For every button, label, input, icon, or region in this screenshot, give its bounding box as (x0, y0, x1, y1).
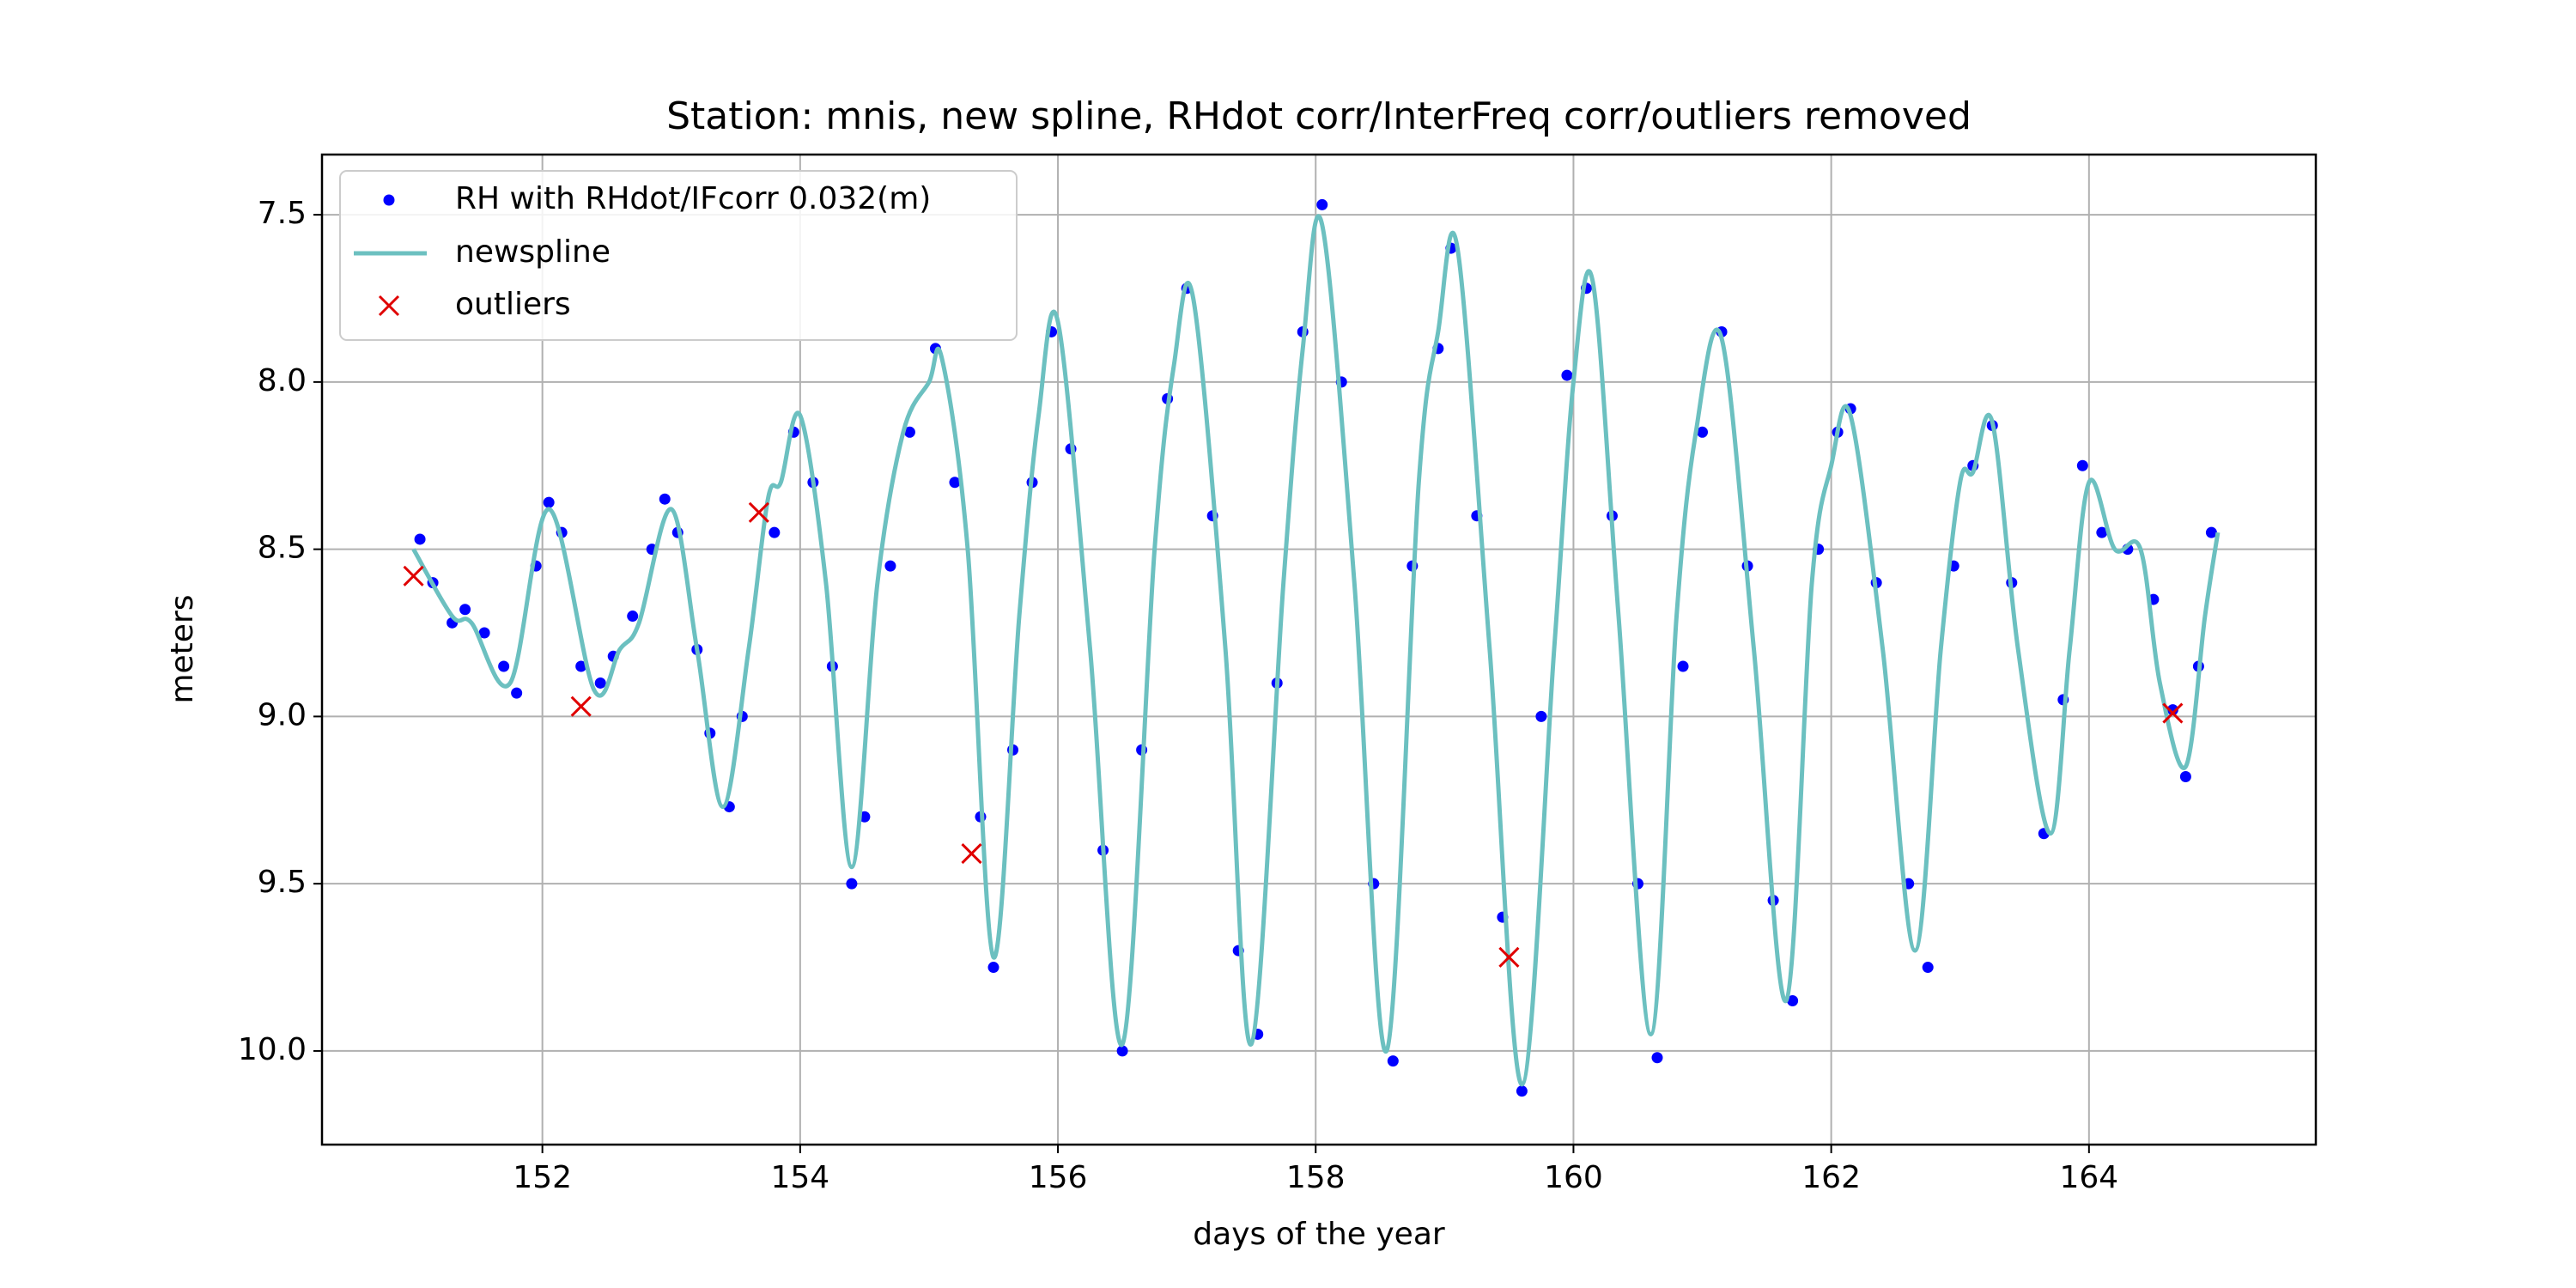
outlier-marker (570, 696, 592, 717)
axes-frame (320, 153, 2318, 1146)
legend-marker (378, 295, 400, 317)
x-tick-label: 154 (771, 1160, 830, 1195)
legend-label: outliers (455, 287, 571, 322)
data-point (478, 627, 490, 639)
data-point (498, 660, 510, 672)
data-point (1651, 1052, 1663, 1064)
legend-label: RH with RHdot/IFcorr 0.032(m) (455, 181, 931, 216)
x-tick-label: 160 (1544, 1160, 1603, 1195)
data-point (459, 604, 471, 616)
outlier-marker (748, 501, 769, 523)
data-point (884, 560, 896, 572)
data-point (1116, 1045, 1128, 1057)
data-point (949, 477, 961, 489)
data-point (2096, 526, 2108, 538)
data-point (1787, 995, 1799, 1007)
data-point (1316, 198, 1328, 210)
outlier-marker (1498, 946, 1520, 968)
data-point (1922, 962, 1934, 974)
data-point (2076, 459, 2088, 471)
y-tick-label: 9.5 (258, 865, 307, 900)
data-point (2205, 526, 2217, 538)
data-point (846, 878, 858, 890)
data-point (1387, 1055, 1399, 1067)
data-point (575, 660, 587, 672)
outlier-marker (2162, 702, 2184, 724)
outlier-marker (961, 843, 982, 865)
legend-label: newspline (455, 234, 611, 270)
x-tick-label: 156 (1029, 1160, 1088, 1195)
x-tick-label: 162 (1801, 1160, 1861, 1195)
data-point (1535, 710, 1547, 722)
y-tick-label: 7.5 (258, 196, 307, 231)
y-tick-label: 8.0 (258, 363, 307, 398)
x-axis-label: days of the year (1193, 1217, 1445, 1252)
data-point (1677, 660, 1689, 672)
data-point (414, 533, 426, 545)
outlier-marker (403, 565, 424, 586)
data-point (627, 611, 639, 623)
y-tick-label: 10.0 (238, 1032, 307, 1067)
y-tick-label: 8.5 (258, 531, 307, 566)
data-point (987, 962, 999, 974)
plot-area (403, 198, 2221, 1097)
chart-title: Station: mnis, new spline, RHdot corr/In… (666, 94, 1971, 138)
y-tick-label: 9.0 (258, 697, 307, 732)
legend-box (339, 170, 1018, 341)
data-point (2166, 704, 2178, 716)
y-axis-label: meters (165, 594, 200, 703)
data-point (2179, 771, 2191, 783)
data-point (1697, 426, 1709, 438)
data-point (659, 493, 671, 505)
legend: RH with RHdot/IFcorr 0.032(m) newspline ou… (339, 170, 1018, 341)
data-point (543, 496, 555, 508)
x-tick-label: 158 (1286, 1160, 1346, 1195)
data-point (511, 687, 523, 699)
x-tick-label: 164 (2059, 1160, 2118, 1195)
data-point (1561, 369, 1573, 381)
x-tick-label: 152 (513, 1160, 572, 1195)
data-point (769, 526, 781, 538)
spline-line (411, 214, 2221, 1087)
data-point (594, 677, 606, 689)
data-point (903, 426, 915, 438)
data-point (1516, 1085, 1528, 1097)
legend-marker (383, 194, 395, 206)
